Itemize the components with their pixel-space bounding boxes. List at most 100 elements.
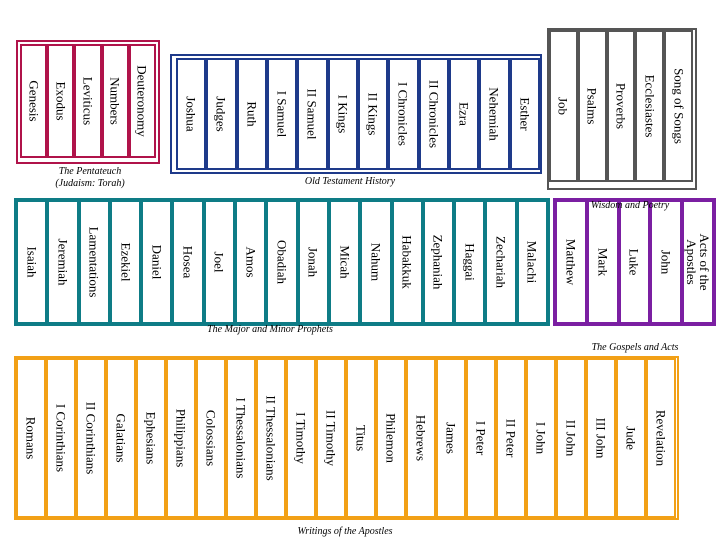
- epistles-book: Romans: [16, 358, 46, 518]
- prophets-book-title: Zephaniah: [430, 234, 446, 290]
- epistles-book-title: II Timothy: [323, 410, 339, 466]
- epistles-book: Jude: [616, 358, 646, 518]
- history-label: Old Testament History: [304, 176, 396, 187]
- history-book: II Chronicles: [418, 58, 449, 170]
- prophets-book: Zechariah: [485, 200, 517, 324]
- wisdom-book: Proverbs: [606, 30, 636, 182]
- epistles-book: III John: [586, 358, 616, 518]
- pentateuch-book-title: Genesis: [26, 80, 42, 122]
- wisdom-label: Wisdom and Poetry: [590, 200, 670, 211]
- gospels-book-title: Matthew: [563, 238, 579, 286]
- history-book: I Samuel: [267, 58, 298, 170]
- prophets-book: Joel: [203, 200, 236, 324]
- gospels-book-title: Acts of the Apostles: [684, 233, 713, 291]
- epistles-book-title: Colossians: [203, 409, 219, 467]
- epistles-book-title: II Peter: [503, 418, 519, 458]
- gospels-label: The Gospels and Acts: [591, 342, 679, 353]
- epistles-book: Philippians: [166, 358, 196, 518]
- epistles-book: II Thessalonians: [256, 358, 286, 518]
- epistles-book-title: II Thessalonians: [263, 395, 279, 481]
- history-book: Ruth: [236, 58, 267, 170]
- wisdom-book-title: Job: [555, 96, 571, 116]
- prophets-book: Jonah: [297, 200, 329, 324]
- pentateuch-book-title: Leviticus: [80, 76, 96, 126]
- epistles-book-title: Titus: [353, 424, 369, 452]
- history-group: [170, 54, 542, 174]
- epistles-book-title: Philippians: [173, 408, 189, 468]
- epistles-book-title: Galatians: [113, 413, 129, 463]
- prophets-book: Obadiah: [266, 200, 298, 324]
- prophets-book-title: Obadiah: [274, 239, 290, 285]
- prophets-book: Amos: [235, 200, 267, 324]
- epistles-book: II Peter: [496, 358, 526, 518]
- prophets-book: Habakkuk: [391, 200, 423, 324]
- prophets-book-title: Malachi: [524, 240, 540, 284]
- pentateuch-book: Genesis: [20, 44, 48, 158]
- pentateuch-book-title: Numbers: [107, 77, 123, 125]
- prophets-book-title: Haggai: [462, 243, 478, 281]
- epistles-group: [14, 356, 679, 520]
- prophets-book-title: Jeremiah: [55, 238, 71, 286]
- pentateuch-book: Leviticus: [74, 44, 102, 158]
- prophets-book-title: Amos: [243, 246, 259, 278]
- epistles-book: Revelation: [646, 358, 676, 518]
- wisdom-book: Song of Songs: [664, 30, 693, 182]
- gospels-book: Matthew: [555, 200, 587, 324]
- epistles-book-title: James: [443, 422, 459, 454]
- epistles-label: Writings of the Apostles: [297, 526, 393, 537]
- gospels-book-title: Mark: [595, 247, 611, 277]
- prophets-book-title: Lamentations: [86, 226, 102, 298]
- pentateuch-label: The Pentateuch (Judaism: Torah): [55, 166, 125, 189]
- epistles-book: Galatians: [106, 358, 136, 518]
- prophets-book-title: Zechariah: [493, 236, 509, 288]
- prophets-book: Jeremiah: [47, 200, 79, 324]
- pentateuch-book-title: Exodus: [53, 81, 69, 121]
- history-book-title: Ruth: [244, 101, 260, 127]
- epistles-book: II Corinthians: [76, 358, 106, 518]
- prophets-book: Isaiah: [16, 200, 48, 324]
- gospels-group: [553, 198, 716, 326]
- epistles-book-title: I Peter: [473, 420, 489, 456]
- history-book: I Chronicles: [388, 58, 419, 170]
- gospels-book: John: [650, 200, 683, 324]
- epistles-book-title: I Corinthians: [53, 403, 69, 473]
- pentateuch-book: Numbers: [101, 44, 129, 158]
- epistles-book: I Corinthians: [46, 358, 76, 518]
- epistles-book-title: Philemon: [383, 413, 399, 463]
- prophets-book: Malachi: [516, 200, 548, 324]
- epistles-book: Titus: [346, 358, 376, 518]
- prophets-book-title: Jonah: [305, 246, 321, 278]
- history-book-title: I Chronicles: [395, 82, 411, 146]
- history-book: II Samuel: [297, 58, 328, 170]
- gospels-book: Mark: [586, 200, 619, 324]
- epistles-book-title: I Thessalonians: [233, 397, 249, 479]
- history-book-title: Judges: [213, 96, 229, 132]
- prophets-book-title: Hosea: [180, 245, 196, 279]
- history-book-title: I Samuel: [274, 90, 290, 138]
- epistles-book-title: Revelation: [653, 409, 669, 467]
- pentateuch-book: Deuteronomy: [128, 44, 156, 158]
- pentateuch-book-title: Deuteronomy: [134, 65, 150, 137]
- epistles-book-title: Romans: [23, 416, 39, 460]
- history-book-title: II Chronicles: [426, 79, 442, 149]
- prophets-book-title: Isaiah: [24, 246, 40, 278]
- prophets-book-title: Ezekiel: [118, 242, 134, 282]
- epistles-book: Colossians: [196, 358, 226, 518]
- prophets-book: Micah: [328, 200, 361, 324]
- prophets-book-title: Joel: [211, 251, 227, 273]
- history-book: Esther: [509, 58, 540, 170]
- epistles-book-title: II Corinthians: [83, 401, 99, 475]
- prophets-book: Nahum: [360, 200, 392, 324]
- history-book-title: II Samuel: [304, 88, 320, 140]
- history-book-title: I Kings: [335, 94, 351, 134]
- epistles-book: Philemon: [376, 358, 406, 518]
- epistles-book: II Timothy: [316, 358, 346, 518]
- prophets-book-title: Nahum: [368, 242, 384, 282]
- epistles-book-title: Jude: [623, 426, 639, 450]
- pentateuch-group: [16, 40, 160, 164]
- gospels-book-title: John: [658, 249, 674, 275]
- wisdom-book: Job: [549, 30, 578, 182]
- epistles-book-title: III John: [593, 417, 609, 459]
- wisdom-book: Ecclesiastes: [635, 30, 665, 182]
- epistles-book: Ephesians: [136, 358, 166, 518]
